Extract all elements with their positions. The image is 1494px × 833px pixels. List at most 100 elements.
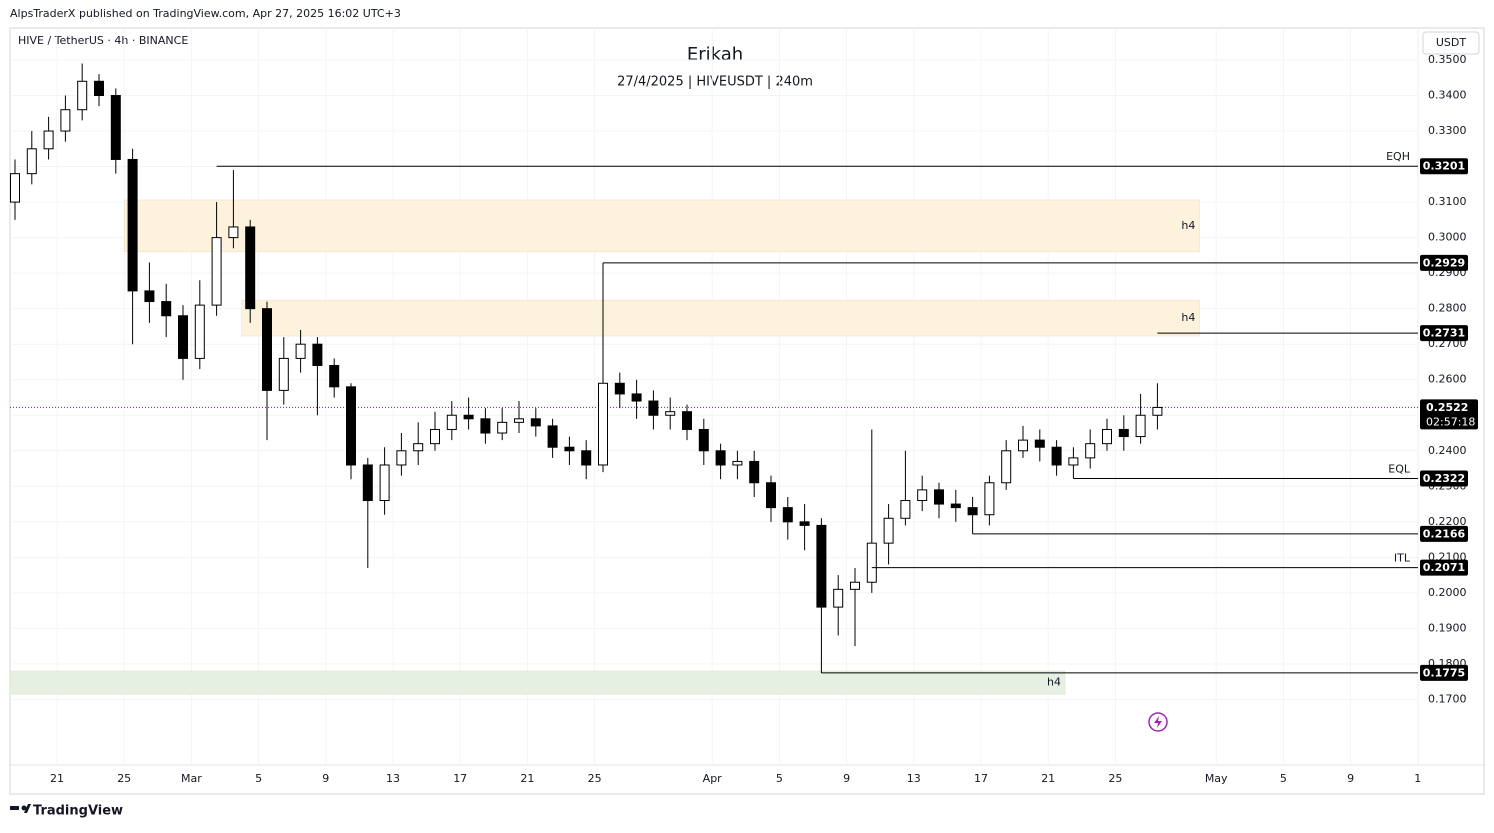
y-tick-label: 0.3500 [1428, 53, 1467, 66]
candle-body [564, 446, 575, 452]
candle-body [1152, 406, 1163, 416]
frame [9, 27, 1485, 795]
candle-body [749, 460, 760, 484]
candle-body [161, 301, 172, 317]
candle-body [866, 542, 877, 583]
candle-body [362, 464, 373, 502]
candle-body [430, 428, 440, 445]
candle-body [900, 500, 911, 519]
candle-body [648, 400, 659, 416]
y-tick-label: 0.2200 [1428, 515, 1467, 528]
x-tick-label: 5 [255, 772, 262, 785]
brand: TradingView [33, 804, 123, 819]
price-tag-label: 0.2731 [1423, 327, 1465, 340]
y-tick-label: 0.2600 [1428, 373, 1467, 386]
x-tick-label: 25 [117, 772, 131, 785]
candle-body [178, 315, 188, 359]
candle-body [799, 521, 810, 526]
candle-body [463, 414, 474, 420]
x-tick-label: 17 [974, 772, 988, 785]
candle-body [110, 95, 121, 160]
candle-body [497, 421, 508, 434]
candle-body [480, 418, 491, 434]
x-tick-label: 21 [1041, 772, 1055, 785]
x-tick-label: Apr [703, 772, 723, 785]
x-tick-label: 21 [50, 772, 64, 785]
candle-body [43, 130, 54, 150]
price-tag [1420, 525, 1468, 542]
candle-body [77, 80, 88, 111]
candle-body [883, 517, 894, 544]
candle-body [211, 237, 222, 306]
x-tick-label: Mar [181, 772, 202, 785]
price-tag [1420, 559, 1468, 576]
candle-body [715, 450, 726, 466]
brand-logo [10, 804, 31, 813]
y-tick-label: 0.3000 [1428, 231, 1467, 244]
candle-body [413, 443, 424, 452]
candle-body [950, 503, 961, 509]
zone-label: h4 [1181, 219, 1195, 232]
y-tick-label: 0.2000 [1428, 586, 1467, 599]
y-tick-label: 0.1700 [1428, 692, 1467, 705]
price-tag-label: 0.2166 [1423, 527, 1466, 540]
level-label: EQH [1386, 150, 1410, 163]
candle-body [581, 450, 592, 466]
candle-body [1135, 414, 1146, 438]
candle-body [60, 109, 71, 132]
countdown: 02:57:18 [1426, 415, 1475, 428]
price-tag-label: 0.1775 [1423, 666, 1465, 679]
price-tag-label: 0.2929 [1423, 256, 1465, 269]
x-tick-label: 21 [520, 772, 534, 785]
chart-title: Erikah [687, 44, 743, 65]
level-label: EQL [1388, 462, 1411, 475]
published: AlpsTraderX published on TradingView.com… [10, 7, 401, 20]
candle-body [967, 507, 978, 516]
candle-body [530, 418, 541, 427]
candle-body [1068, 457, 1079, 466]
candle-body [278, 357, 289, 391]
price-tag-label: 0.2071 [1423, 561, 1465, 574]
x-tick-label: 25 [588, 772, 602, 785]
candle-body [329, 365, 340, 388]
candle-body [127, 158, 138, 292]
y-tick-label: 0.2400 [1428, 444, 1467, 457]
candle-body [245, 226, 256, 310]
x-tick-label: 17 [453, 772, 467, 785]
candle-body [698, 428, 709, 452]
lightning-icon[interactable] [1148, 712, 1168, 732]
candle-body [984, 482, 995, 516]
currency[interactable]: USDT [1436, 36, 1467, 49]
candle-body [782, 507, 793, 523]
candle-body [26, 148, 37, 175]
candle-body [665, 411, 676, 416]
candle-body [1034, 439, 1045, 448]
candle-body [94, 80, 104, 97]
candle-body [1118, 428, 1129, 438]
candle-body [682, 411, 692, 430]
chart-subtitle: 27/4/2025 | HIVEUSDT | 240m [617, 75, 813, 90]
candle-body [1051, 446, 1062, 466]
candle-body [547, 425, 558, 448]
y-tick-label: 0.1900 [1428, 621, 1467, 634]
candle-body [514, 418, 524, 423]
candle-body [1085, 443, 1096, 459]
candle-body [262, 308, 272, 391]
price-tag-label: 0.3201 [1423, 160, 1465, 173]
y-tick-label: 0.3100 [1428, 195, 1467, 208]
candle-body [917, 489, 928, 502]
candle-body [766, 482, 776, 509]
candle-body [816, 524, 827, 608]
candle-body [312, 343, 323, 367]
x-tick-label: May [1205, 772, 1228, 785]
candle-body [614, 382, 625, 395]
zone [241, 299, 1200, 337]
zone [123, 199, 1200, 253]
x-tick-label: 5 [1280, 772, 1287, 785]
candle-body [1018, 439, 1028, 452]
candle-body [295, 343, 306, 359]
candle-body [1001, 450, 1012, 484]
candle-body [446, 414, 457, 430]
currency-button[interactable] [1422, 31, 1480, 55]
